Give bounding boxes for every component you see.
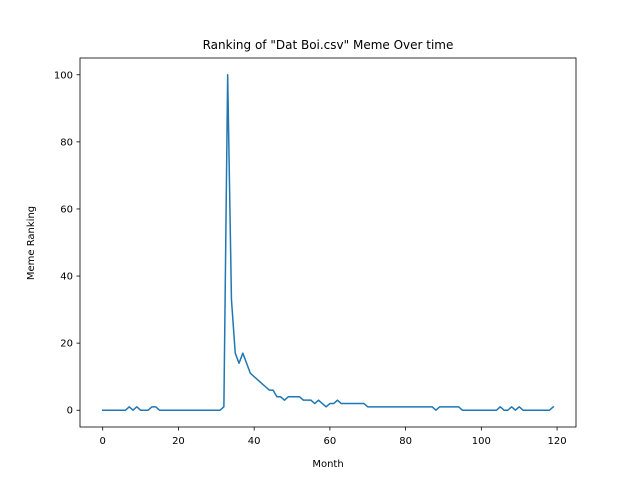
y-tick-label: 40 [60,272,73,283]
y-tick-label: 100 [54,70,73,81]
y-tick-label: 0 [67,406,73,417]
x-tick-label: 0 [100,436,106,447]
y-tick-label: 60 [60,204,73,215]
x-tick-label: 100 [472,436,491,447]
y-tick-label: 80 [60,137,73,148]
x-tick-label: 40 [248,436,261,447]
plot-area [79,57,577,428]
x-tick-label: 60 [324,436,337,447]
x-tick-label: 20 [172,436,185,447]
axes-frame [79,57,577,428]
y-tick-label: 20 [60,339,73,350]
x-tick-label: 80 [399,436,412,447]
x-axis-label: Month [312,459,343,470]
ticks: 0 20 40 60 80 100 120 0 20 40 60 80 100 [54,70,567,447]
chart-title: Ranking of "Dat Boi.csv" Meme Over time [203,38,454,52]
y-axis-label: Meme Ranking [26,206,37,280]
series-line-0 [101,74,555,411]
x-tick-label: 120 [548,436,567,447]
